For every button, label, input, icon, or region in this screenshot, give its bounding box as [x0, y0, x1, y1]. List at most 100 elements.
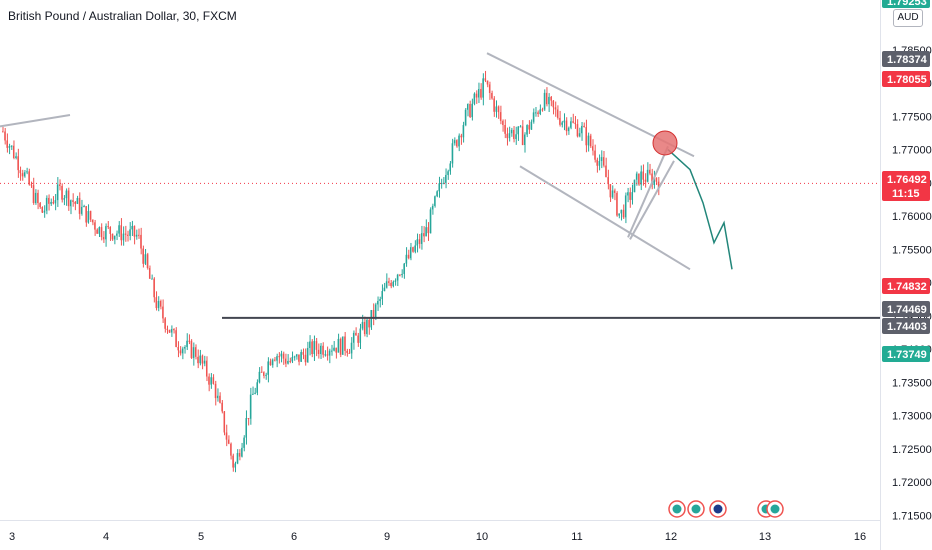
- candle-body: [232, 455, 234, 468]
- candle-body: [127, 234, 129, 236]
- candle-body: [89, 211, 92, 220]
- x-tick-label: 4: [103, 531, 109, 543]
- candle-body: [596, 159, 598, 166]
- y-tick-label: 1.77000: [892, 145, 932, 157]
- candle-body: [137, 234, 140, 236]
- candle-body: [552, 100, 555, 108]
- candle-body: [43, 210, 46, 213]
- currency-unit-button[interactable]: AUD: [893, 9, 923, 27]
- highlight-circle: [652, 130, 678, 156]
- candle-body: [563, 120, 566, 123]
- candle-body: [254, 392, 256, 394]
- candle-body: [311, 341, 313, 355]
- candle-body: [486, 80, 489, 85]
- candle-body: [210, 377, 212, 385]
- x-tick-label: 12: [665, 531, 677, 543]
- candle-body: [401, 273, 403, 276]
- price-tag-label: 1.74403: [887, 321, 927, 333]
- candle-body: [63, 198, 65, 200]
- price-tag: [882, 301, 930, 317]
- candle-body: [181, 348, 184, 354]
- candle-body: [528, 125, 530, 130]
- candle-body: [377, 300, 379, 305]
- candle-body: [21, 173, 24, 177]
- candle-body: [56, 184, 59, 201]
- candle-body: [140, 234, 142, 249]
- candle-body: [412, 247, 414, 252]
- candle-body: [173, 329, 175, 331]
- wedge-line-lower: [629, 160, 675, 240]
- candle-body: [116, 233, 118, 236]
- candle-body: [65, 190, 68, 199]
- candle-body: [52, 202, 54, 204]
- candle-body: [216, 395, 219, 399]
- candle-body: [39, 203, 41, 208]
- candle-body: [289, 360, 291, 362]
- candle-body: [166, 328, 169, 330]
- candle-body: [322, 345, 324, 355]
- candle-body: [390, 282, 392, 287]
- candle-body: [409, 247, 412, 259]
- candle-body: [245, 418, 247, 438]
- candle-body: [471, 103, 473, 118]
- candle-body: [192, 347, 195, 358]
- candle-body: [477, 89, 480, 98]
- candle-body: [451, 143, 454, 164]
- candle-body: [341, 336, 344, 355]
- candle-body: [164, 318, 166, 329]
- candle-body: [495, 106, 498, 112]
- candle-body: [76, 197, 79, 204]
- candle-body: [221, 402, 223, 412]
- candle-body: [366, 319, 368, 335]
- candle-body: [188, 340, 190, 342]
- candle-body: [374, 304, 377, 318]
- price-tag: [882, 278, 930, 294]
- price-tag: [882, 51, 930, 67]
- candle-body: [113, 235, 116, 240]
- candle-body: [653, 177, 655, 185]
- candle-body: [559, 117, 561, 125]
- candle-body: [462, 125, 465, 138]
- candle-body: [543, 92, 546, 110]
- candle-body: [434, 196, 436, 206]
- event-icon-core: [691, 504, 701, 514]
- candle-body: [583, 125, 585, 128]
- candle-body: [48, 197, 50, 204]
- candle-body: [572, 121, 574, 123]
- price-tag: [882, 346, 930, 362]
- candle-body: [414, 245, 416, 252]
- candle-body: [431, 205, 434, 210]
- candle-body: [534, 112, 537, 114]
- candle-body: [594, 150, 596, 160]
- candle-body: [416, 239, 419, 246]
- candle-body: [655, 177, 658, 182]
- candle-body: [328, 350, 331, 356]
- candle-body: [155, 297, 158, 309]
- candle-body: [243, 437, 245, 448]
- price-tag-label: 1.74832: [887, 281, 927, 293]
- candle-body: [6, 140, 8, 148]
- candle-body: [304, 354, 307, 363]
- candle-body: [423, 233, 425, 237]
- candle-body: [317, 349, 320, 355]
- candle-body: [475, 93, 478, 98]
- candle-body: [578, 133, 581, 137]
- candle-body: [96, 229, 98, 234]
- candle-body: [504, 125, 506, 134]
- candle-body: [278, 356, 280, 358]
- x-tick-label: 6: [291, 531, 297, 543]
- candle-body: [201, 355, 204, 364]
- candle-body: [320, 345, 322, 355]
- candle-body: [214, 383, 217, 399]
- candle-body: [515, 134, 517, 140]
- candle-body: [23, 172, 26, 177]
- candle-body: [631, 192, 634, 200]
- candle-body: [405, 254, 408, 264]
- candle-body: [640, 171, 642, 185]
- candle-body: [624, 195, 627, 218]
- candle-body: [445, 174, 447, 183]
- candle-body: [184, 346, 186, 349]
- candle-body: [32, 185, 35, 203]
- candle-body: [94, 222, 96, 230]
